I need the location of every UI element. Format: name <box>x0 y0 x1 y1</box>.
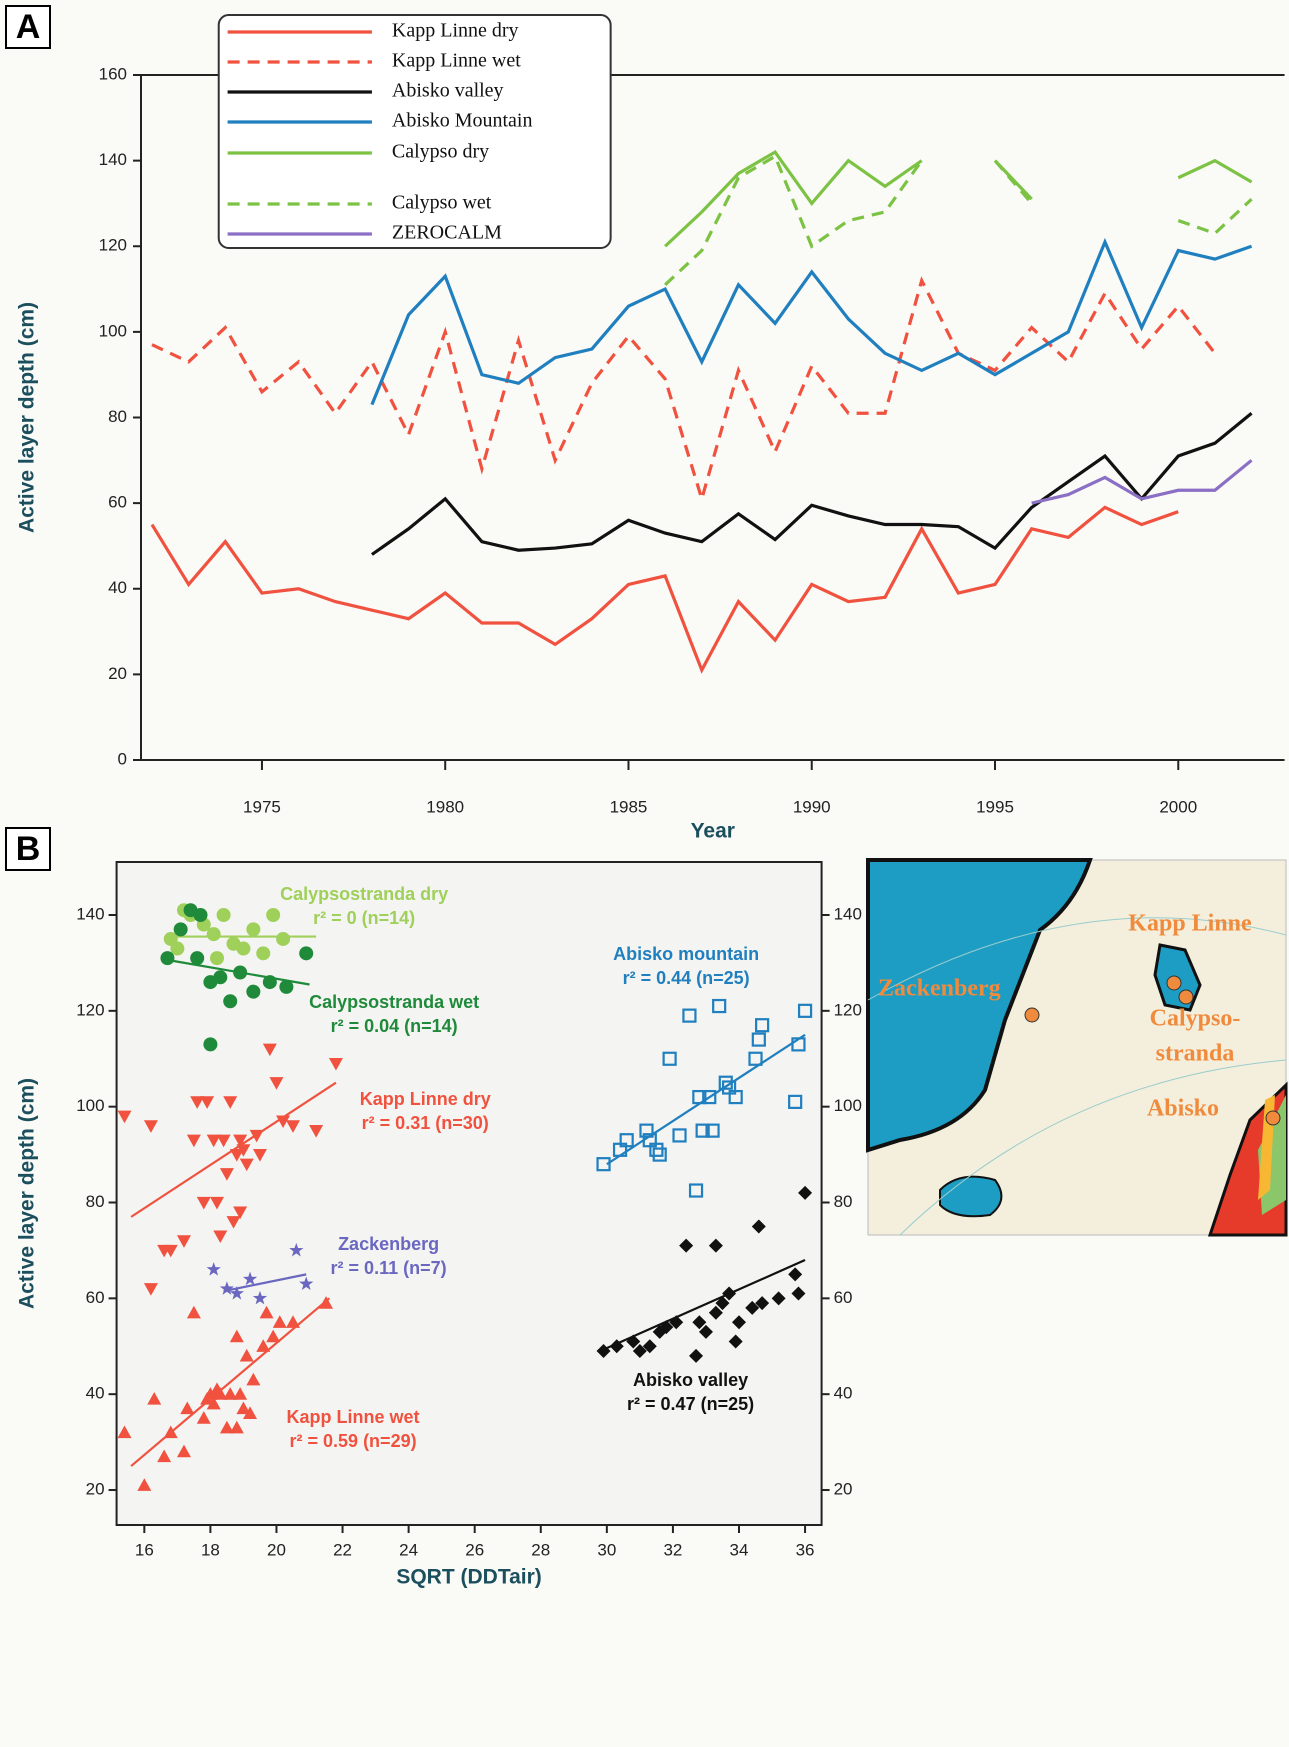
y2-tick-label: 60 <box>834 1288 853 1307</box>
x-tick-label: 18 <box>201 1540 220 1559</box>
y-tick-label: 60 <box>108 493 127 512</box>
x-tick-label: 24 <box>399 1540 418 1559</box>
series-stat: r² = 0.44 (n=25) <box>623 968 750 988</box>
series-stat: r² = 0.59 (n=29) <box>290 1431 417 1451</box>
x-tick-label: 28 <box>531 1540 550 1559</box>
point <box>246 922 260 936</box>
series-label: Calypsostranda wet <box>309 992 479 1012</box>
y-tick-label: 20 <box>108 664 127 683</box>
site-dot <box>1179 990 1193 1004</box>
site-dot <box>1025 1008 1039 1022</box>
panel-b-letter: B <box>6 828 50 870</box>
y-tick-label: 60 <box>86 1288 105 1307</box>
point <box>190 951 204 965</box>
page: {"panel_labels": ["A", "B"], "chart_data… <box>0 0 1289 1747</box>
y-axis-title: Active layer depth (cm) <box>16 302 39 533</box>
y-tick-label: 140 <box>99 150 127 169</box>
site-dot <box>1167 976 1181 990</box>
x-tick-label: 32 <box>663 1540 682 1559</box>
x-tick-label: 16 <box>135 1540 154 1559</box>
x-axis-title: SQRT (DDTair) <box>396 1566 541 1589</box>
panel-a-letter: A <box>6 6 50 48</box>
x-tick-label: 34 <box>730 1540 749 1559</box>
point <box>203 1037 217 1051</box>
point <box>207 927 221 941</box>
legend-label: ZEROCALM <box>392 222 502 244</box>
series-label: Calypsostranda dry <box>280 884 448 904</box>
y-tick-label: 40 <box>86 1384 105 1403</box>
y-axis-title: Active layer depth (cm) <box>16 1078 39 1309</box>
x-tick-label: 1985 <box>610 797 648 816</box>
legend-label: Calypso dry <box>392 141 489 163</box>
series-label: Kapp Linne wet <box>287 1407 420 1427</box>
point <box>276 932 290 946</box>
y2-tick-label: 40 <box>834 1384 853 1403</box>
series-stat: r² = 0.31 (n=30) <box>362 1113 489 1133</box>
x-tick-label: 20 <box>267 1540 286 1559</box>
point <box>246 985 260 999</box>
y2-tick-label: 140 <box>834 904 862 923</box>
point <box>223 994 237 1008</box>
y-tick-label: 140 <box>76 904 104 923</box>
x-tick-label: 1990 <box>793 797 831 816</box>
x-tick-label: 1975 <box>243 797 281 816</box>
point <box>213 970 227 984</box>
panel-letter: A <box>16 8 41 46</box>
map-label: Zackenberg <box>878 976 1001 1002</box>
legend-label: Kapp Linne wet <box>392 50 521 72</box>
y-tick-label: 40 <box>108 578 127 597</box>
y2-tick-label: 100 <box>834 1096 862 1115</box>
x-tick-label: 30 <box>597 1540 616 1559</box>
series-stat: r² = 0 (n=14) <box>313 908 415 928</box>
map-label: Calypso- <box>1150 1006 1241 1032</box>
point <box>174 922 188 936</box>
map: Kapp Linne Zackenberg Calypso- stranda A… <box>868 860 1286 1235</box>
series-label: Kapp Linne dry <box>360 1089 491 1109</box>
series-stat: r² = 0.47 (n=25) <box>627 1394 754 1414</box>
x-tick-label: 36 <box>796 1540 815 1559</box>
series-label: Zackenberg <box>338 1234 439 1254</box>
y-tick-label: 80 <box>108 407 127 426</box>
y-tick-label: 160 <box>99 64 127 83</box>
x-axis-title: Year <box>691 820 735 843</box>
series-stat: r² = 0.11 (n=7) <box>331 1258 447 1278</box>
point <box>217 908 231 922</box>
x-tick-label: 1995 <box>976 797 1014 816</box>
map-label: stranda <box>1156 1041 1235 1067</box>
legend-label: Abisko Mountain <box>392 110 533 132</box>
site-dot <box>1266 1111 1280 1125</box>
y-tick-label: 100 <box>76 1096 104 1115</box>
legend-label: Calypso wet <box>392 192 492 214</box>
y-tick-label: 20 <box>86 1480 105 1499</box>
figure: A B 0 20 40 60 80 100 120 140 160 1975 1980 1985 199… <box>0 0 1289 1747</box>
map-label: Kapp Linne <box>1128 911 1252 937</box>
y-tick-label: 120 <box>99 236 127 255</box>
x-tick-label: 26 <box>465 1540 484 1559</box>
iceland <box>940 1177 1001 1217</box>
y-tick-label: 0 <box>118 749 127 768</box>
panel-letter: B <box>16 830 41 868</box>
y-tick-label: 80 <box>86 1192 105 1211</box>
point <box>193 908 207 922</box>
point <box>210 951 224 965</box>
x-tick-label: 22 <box>333 1540 352 1559</box>
point <box>236 942 250 956</box>
point <box>256 946 270 960</box>
series-label: Abisko valley <box>633 1370 748 1390</box>
legend-label: Kapp Linne dry <box>392 20 519 42</box>
y2-tick-label: 120 <box>834 1000 862 1019</box>
series-stat: r² = 0.04 (n=14) <box>331 1016 458 1036</box>
y2-tick-label: 80 <box>834 1192 853 1211</box>
y-tick-label: 100 <box>99 321 127 340</box>
series-label: Abisko mountain <box>613 944 759 964</box>
legend-label: Abisko valley <box>392 80 504 102</box>
y2-tick-label: 20 <box>834 1480 853 1499</box>
x-tick-label: 2000 <box>1159 797 1197 816</box>
point <box>160 951 174 965</box>
point <box>266 908 280 922</box>
point <box>299 946 313 960</box>
y-tick-label: 120 <box>76 1000 104 1019</box>
x-tick-label: 1980 <box>426 797 464 816</box>
map-label: Abisko <box>1147 1096 1219 1122</box>
